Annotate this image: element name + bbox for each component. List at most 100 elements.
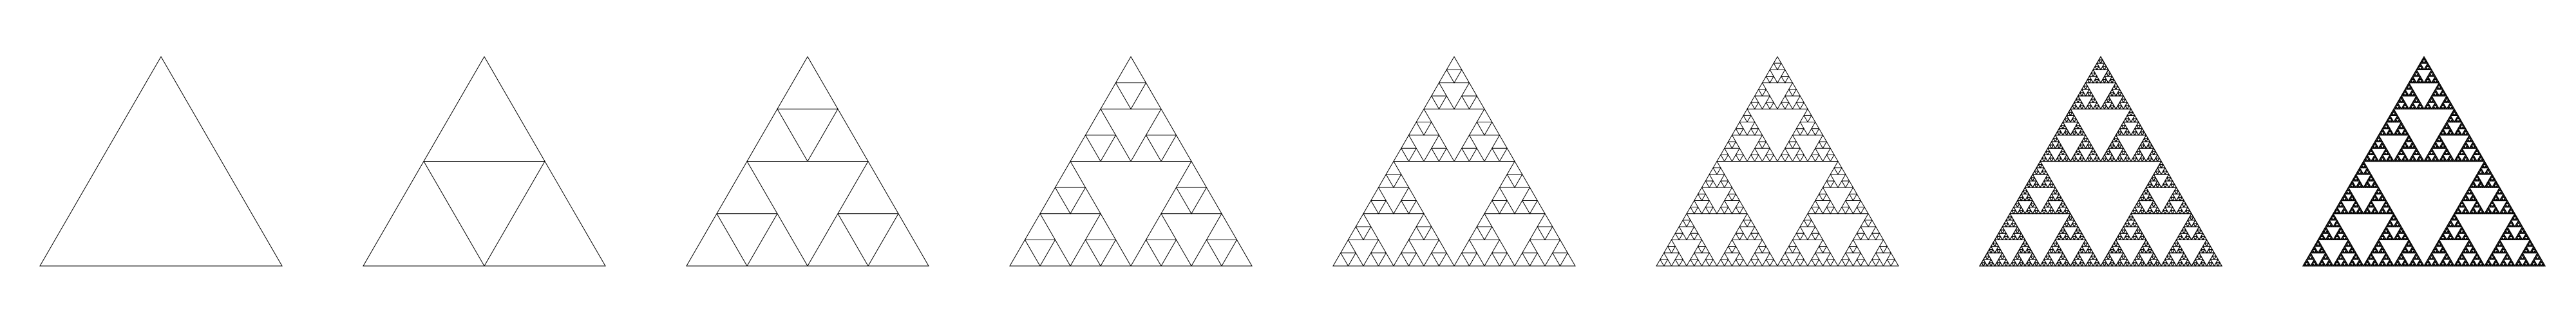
sierpinski-triangle — [2353, 178, 2357, 182]
sierpinski-triangle — [2175, 209, 2181, 214]
sierpinski-triangle — [2364, 158, 2369, 162]
sierpinski-triangle — [2034, 180, 2040, 185]
sierpinski-triangle — [2396, 231, 2400, 234]
sierpinski-triangle — [1814, 206, 1824, 214]
sierpinski-triangle — [2539, 258, 2543, 262]
sierpinski-triangle — [2400, 231, 2404, 234]
sierpinski-triangle — [2446, 224, 2450, 227]
sierpinski-triangle — [1998, 261, 2003, 267]
sierpinski-triangle — [1514, 200, 1531, 214]
sierpinski-triangle — [2352, 255, 2356, 258]
sierpinski-triangle — [2398, 152, 2402, 155]
sierpinski-triangle — [2434, 80, 2438, 84]
sierpinski-triangle — [1363, 226, 1379, 240]
sierpinski-triangle — [2049, 140, 2054, 146]
sierpinski-triangle — [2404, 237, 2408, 241]
sierpinski-triangle — [1727, 239, 1737, 247]
sierpinski-triangle — [2036, 183, 2041, 188]
sierpinski-triangle — [2473, 157, 2477, 160]
sierpinski-triangle — [2457, 231, 2461, 234]
sierpinski-triangle — [2409, 144, 2413, 147]
sierpinski-triangle — [2389, 155, 2393, 159]
sierpinski-triangle — [2444, 152, 2448, 155]
sierpinski-triangle — [2532, 245, 2535, 249]
sierpinski-triangle — [2410, 106, 2414, 109]
sierpinski-triangle — [2497, 198, 2501, 202]
sierpinski-triangle — [2386, 118, 2390, 121]
sierpinski-triangle — [2202, 249, 2208, 254]
sierpinski-triangle — [2364, 168, 2369, 172]
sierpinski-triangle — [2372, 178, 2376, 182]
sierpinski-triangle — [2067, 213, 2074, 218]
sierpinski-triangle — [2050, 249, 2056, 254]
sierpinski-triangle — [2441, 258, 2445, 262]
sierpinski-triangle — [2327, 237, 2331, 241]
sierpinski-triangle — [1674, 252, 1683, 260]
sierpinski-triangle — [2420, 103, 2423, 106]
sierpinski-triangle — [2460, 252, 2464, 255]
sierpinski-triangle — [2382, 249, 2386, 252]
sierpinski-triangle — [2440, 86, 2444, 90]
sierpinski-triangle — [2322, 229, 2325, 232]
sierpinski-triangle — [2469, 189, 2474, 193]
sierpinski-triangle — [2481, 209, 2485, 213]
sierpinski-triangle — [2440, 243, 2444, 247]
sierpinski-triangle — [2380, 247, 2383, 251]
sierpinski-triangle — [2461, 204, 2465, 208]
sierpinski-triangle — [2123, 229, 2128, 234]
sierpinski-triangle — [2440, 106, 2444, 109]
sierpinski-triangle — [2332, 263, 2336, 267]
sierpinski-triangle — [1864, 213, 1873, 221]
sierpinski-triangle — [2039, 261, 2045, 267]
sierpinski-triangle — [2461, 250, 2465, 254]
sierpinski-triangle — [2075, 147, 2081, 152]
sierpinski-triangle — [1837, 180, 1846, 188]
sierpinski-triangle — [1551, 239, 1569, 254]
sierpinski-triangle — [2427, 77, 2430, 80]
sierpinski-triangle — [2459, 224, 2463, 227]
sierpinski-triangle — [2069, 222, 2076, 227]
sierpinski-triangle — [2374, 191, 2378, 194]
sierpinski-triangle — [2421, 57, 2425, 61]
sierpinski-triangle — [2465, 144, 2470, 147]
sierpinski-triangle — [1822, 180, 1832, 188]
sierpinski-triangle — [2462, 249, 2466, 252]
sierpinski-triangle — [2472, 146, 2476, 149]
sierpinski-triangle — [2385, 253, 2389, 257]
sierpinski-triangle — [2394, 234, 2399, 237]
sierpinski-triangle — [2420, 263, 2423, 267]
sierpinski-triangle — [2488, 176, 2492, 180]
sierpinski-triangle — [2385, 227, 2389, 231]
sierpinski-triangle — [2181, 200, 2187, 205]
sierpinski-triangle — [2368, 204, 2372, 208]
sierpinski-triangle — [2463, 250, 2467, 254]
sierpinski-triangle — [2099, 261, 2106, 267]
sierpinski-triangle — [2467, 186, 2472, 190]
sierpinski-triangle — [2480, 182, 2484, 185]
sierpinski-triangle — [2514, 237, 2518, 241]
sierpinski-triangle — [2440, 139, 2444, 142]
sierpinski-triangle — [2125, 219, 2130, 224]
sierpinski-triangle — [2401, 255, 2405, 258]
sierpinski-triangle — [2348, 261, 2353, 265]
sierpinski-triangle — [1529, 252, 1546, 267]
sierpinski-triangle — [2398, 237, 2402, 241]
sierpinski-triangle — [2420, 64, 2423, 67]
sierpinski-triangle — [2527, 240, 2531, 244]
sierpinski-triangle — [2378, 133, 2382, 136]
sierpinski-triangle — [1799, 102, 1808, 109]
sierpinski-triangle — [1882, 245, 1892, 254]
sierpinski-triangle — [2400, 263, 2404, 267]
sierpinski-triangle — [2475, 252, 2479, 255]
sierpinski-triangle — [1716, 180, 1725, 188]
sierpinski-triangle — [2454, 118, 2458, 121]
sierpinski-triangle — [2424, 79, 2428, 82]
sierpinski-triangle — [2387, 133, 2391, 136]
sierpinski-triangle — [2058, 236, 2064, 241]
sierpinski-triangle — [2454, 261, 2458, 265]
sierpinski-triangle — [2474, 263, 2478, 267]
sierpinski-triangle — [2132, 206, 2137, 211]
sierpinski-triangle — [2542, 263, 2546, 267]
sierpinski-triangle — [2463, 247, 2467, 251]
sierpinski-triangle — [2436, 93, 2440, 97]
